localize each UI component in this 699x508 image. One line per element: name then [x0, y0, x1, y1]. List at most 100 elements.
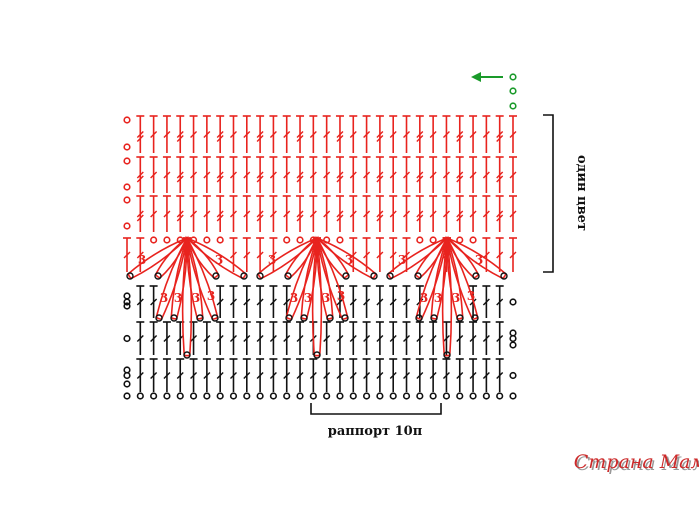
double-crochet-icon	[282, 321, 291, 355]
double-crochet-icon	[269, 285, 278, 318]
treble-crochet-icon	[296, 195, 305, 232]
double-crochet-icon	[229, 285, 238, 318]
double-crochet-icon	[296, 358, 305, 392]
double-crochet-icon	[402, 237, 411, 272]
double-crochet-icon	[509, 195, 517, 232]
petal-count-label: 3	[475, 253, 483, 267]
double-crochet-icon	[442, 115, 451, 153]
double-crochet-icon	[149, 285, 158, 318]
double-crochet-icon	[322, 321, 331, 355]
double-crochet-icon	[282, 195, 291, 232]
double-crochet-icon	[202, 321, 211, 355]
double-crochet-icon	[256, 285, 265, 318]
chain-stitch-icon	[309, 392, 317, 400]
double-crochet-icon	[269, 358, 278, 392]
double-crochet-icon	[136, 237, 145, 272]
chain-stitch-icon	[123, 157, 131, 165]
chain-stitch-icon	[323, 392, 331, 400]
chain-stitch-icon	[123, 143, 131, 151]
chain-stitch-icon	[509, 392, 517, 400]
double-crochet-icon	[229, 237, 238, 272]
double-crochet-icon	[322, 156, 331, 193]
double-crochet-icon	[495, 358, 504, 392]
double-crochet-icon	[202, 115, 211, 153]
petal-count-label: 3	[398, 253, 406, 267]
cluster-petal-icon	[300, 237, 318, 322]
double-crochet-icon	[495, 321, 504, 355]
chain-stitch-icon	[389, 392, 397, 400]
double-crochet-icon	[202, 358, 211, 392]
double-crochet-icon	[242, 321, 251, 355]
double-crochet-icon	[389, 237, 398, 272]
chain-stitch-icon	[283, 392, 291, 400]
cluster-petal-icon	[186, 237, 219, 322]
double-crochet-icon	[162, 115, 171, 153]
double-crochet-icon	[442, 156, 451, 193]
petal-count-label: 3	[452, 291, 460, 305]
treble-crochet-icon	[256, 156, 265, 193]
cluster-petal-icon	[415, 237, 448, 322]
treble-crochet-icon	[415, 115, 424, 153]
double-crochet-icon	[309, 195, 318, 232]
double-crochet-icon	[149, 321, 158, 355]
double-crochet-icon	[256, 321, 265, 355]
repeat-bracket	[310, 403, 442, 415]
petal-count-label: 3	[138, 253, 146, 267]
double-crochet-icon	[216, 285, 225, 318]
treble-crochet-icon	[455, 195, 464, 232]
double-crochet-icon	[469, 321, 478, 355]
chain-stitch-icon	[123, 302, 131, 310]
chain-stitch-icon	[256, 392, 264, 400]
double-crochet-icon	[229, 321, 238, 355]
petal-count-label: 3	[215, 253, 223, 267]
chain-stitch-icon	[229, 392, 238, 400]
cluster-petal-icon	[446, 237, 508, 280]
petal-count-label: 3	[290, 291, 298, 305]
double-crochet-icon	[322, 115, 331, 153]
petal-count-label: 3	[467, 289, 475, 303]
treble-crochet-icon	[495, 195, 504, 232]
double-crochet-icon	[349, 237, 358, 272]
double-crochet-icon	[229, 358, 238, 392]
chain-stitch-icon	[123, 334, 131, 343]
double-crochet-icon	[335, 358, 344, 392]
double-crochet-icon	[375, 358, 384, 392]
double-crochet-icon	[455, 321, 464, 355]
double-crochet-icon	[442, 358, 451, 392]
treble-crochet-icon	[495, 115, 504, 153]
treble-crochet-icon	[375, 195, 384, 232]
chain-stitch-icon	[509, 73, 517, 81]
treble-crochet-icon	[375, 156, 384, 193]
cluster-petal-icon	[181, 237, 193, 359]
petal-count-label: 3	[345, 253, 353, 267]
double-crochet-icon	[229, 195, 238, 232]
chain-stitch-icon	[283, 236, 291, 244]
petal-count-label: 3	[207, 289, 215, 303]
treble-crochet-icon	[296, 156, 305, 193]
double-crochet-icon	[509, 115, 517, 153]
double-crochet-icon	[375, 285, 384, 318]
treble-crochet-icon	[216, 156, 225, 193]
double-crochet-icon	[162, 321, 171, 355]
double-crochet-icon	[482, 285, 491, 318]
double-crochet-icon	[296, 321, 305, 355]
double-crochet-icon	[189, 115, 198, 153]
treble-crochet-icon	[335, 195, 344, 232]
double-crochet-icon	[162, 358, 171, 392]
double-crochet-icon	[229, 115, 238, 153]
double-crochet-icon	[202, 195, 211, 232]
petal-count-label: 3	[322, 291, 330, 305]
double-crochet-icon	[415, 358, 424, 392]
double-crochet-icon	[349, 195, 358, 232]
chain-stitch-icon	[429, 236, 437, 244]
double-crochet-icon	[362, 285, 371, 318]
double-crochet-icon	[362, 321, 371, 355]
double-crochet-icon	[269, 115, 278, 153]
chain-stitch-icon	[362, 392, 371, 400]
treble-crochet-icon	[415, 156, 424, 193]
double-crochet-icon	[362, 115, 371, 153]
cluster-petal-icon	[285, 237, 318, 322]
treble-crochet-icon	[335, 156, 344, 193]
double-crochet-icon	[136, 321, 145, 355]
